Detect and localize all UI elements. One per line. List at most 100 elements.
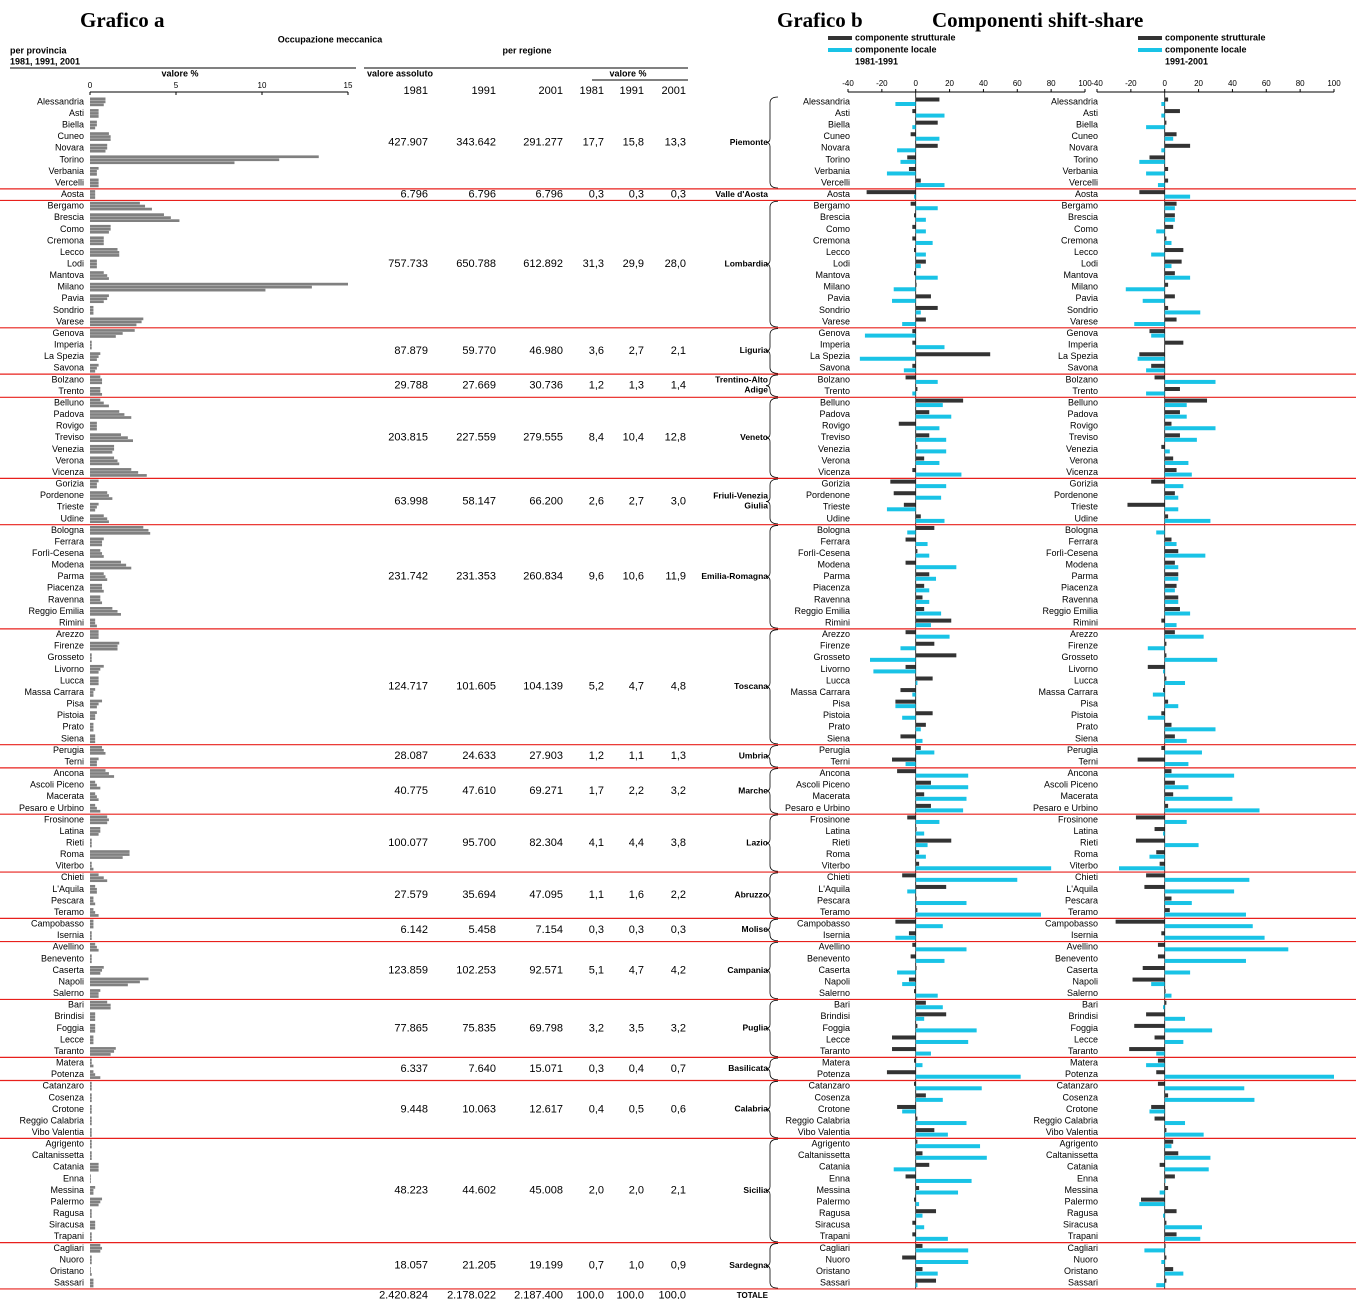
bar [1157, 954, 1165, 959]
bar [90, 1200, 101, 1204]
table-cell: 0,3 [589, 189, 604, 201]
bar [915, 1074, 1021, 1079]
bar [90, 390, 101, 393]
bar [1164, 1000, 1167, 1005]
bar [90, 792, 96, 795]
bar [905, 630, 916, 635]
bar [90, 308, 94, 312]
province-label: Ancona [1067, 768, 1098, 778]
table-cell: 427.907 [388, 136, 428, 148]
table-cell: 58.147 [462, 495, 496, 507]
bar [1151, 333, 1165, 338]
province-label: Pisa [66, 699, 84, 709]
table-cell: 1,0 [629, 1260, 644, 1272]
bar [915, 1116, 918, 1121]
province-label: Biella [62, 120, 84, 130]
bar [915, 136, 940, 141]
province-label: Catania [1067, 1162, 1098, 1172]
table-cell: 2.187.400 [514, 1290, 563, 1299]
bar [90, 236, 104, 240]
bar [915, 1225, 925, 1230]
table-cell: 102.253 [456, 964, 496, 976]
x-tick-label: -40 [1091, 79, 1103, 88]
bar [1164, 1093, 1169, 1098]
bar [90, 1035, 94, 1039]
bar [1164, 553, 1206, 558]
province-label: Alessandria [1051, 96, 1098, 106]
province-label: Pistoia [57, 710, 84, 720]
brace [765, 397, 779, 478]
bar [90, 653, 92, 657]
bar [90, 977, 149, 981]
bar [90, 896, 94, 900]
bar [90, 586, 103, 590]
bar [90, 479, 99, 483]
bar [1151, 1104, 1165, 1109]
province-label: Teramo [54, 907, 84, 917]
bar [915, 387, 918, 391]
bar [1164, 727, 1216, 732]
bar [1164, 194, 1191, 199]
bar [90, 1215, 92, 1218]
x-tick-label: -40 [842, 79, 854, 88]
bar [90, 1076, 101, 1079]
bar [90, 919, 94, 923]
bar [1141, 1197, 1165, 1202]
bar [1164, 657, 1218, 662]
region-label: Emilia-Romagna [701, 571, 768, 581]
table-cell: 231.742 [388, 571, 428, 583]
bar [90, 282, 348, 286]
province-label: Matera [822, 1058, 850, 1068]
table-cell: 1,7 [589, 785, 604, 797]
bar [1164, 549, 1179, 554]
province-label: Salerno [53, 988, 84, 998]
region-label: Sardegna [729, 1260, 768, 1270]
bar [90, 413, 125, 416]
province-label: Trento [1072, 386, 1098, 396]
bar [90, 332, 123, 335]
region-label: Veneto [740, 432, 768, 442]
province-label: Crotone [52, 1104, 84, 1114]
province-label: Modena [1065, 560, 1098, 570]
bar [1161, 618, 1165, 623]
brace [765, 768, 779, 814]
bar [90, 1116, 92, 1120]
province-label: La Spezia [1058, 351, 1098, 361]
province-label: Varese [822, 316, 850, 326]
province-label: Vicenza [1066, 467, 1098, 477]
bar [915, 866, 1052, 871]
bar [1159, 1190, 1165, 1195]
bar [902, 1109, 916, 1114]
province-label: Latina [825, 826, 850, 836]
bar [90, 1197, 103, 1201]
bar [90, 305, 94, 309]
bar [90, 1232, 92, 1236]
bar [90, 193, 96, 196]
bar [1157, 1081, 1165, 1086]
bar [1164, 201, 1177, 206]
bar [915, 901, 967, 906]
bar [90, 219, 180, 222]
bar [90, 948, 99, 952]
bar [90, 1165, 99, 1169]
province-label: Enna [829, 1173, 850, 1183]
bar [90, 508, 96, 512]
table-cell: 21.205 [462, 1260, 496, 1272]
province-label: Teramo [1068, 907, 1098, 917]
bar [90, 424, 97, 428]
bar [1164, 97, 1169, 102]
bar [905, 537, 916, 542]
province-label: Siena [61, 733, 84, 743]
bar [90, 624, 97, 628]
table-cell: 95.700 [462, 837, 496, 849]
province-label: Lodi [1081, 258, 1098, 268]
bar [915, 808, 964, 813]
province-label: Ancona [819, 768, 850, 778]
province-label: Genova [52, 328, 84, 338]
province-label: Siracusa [1063, 1220, 1098, 1230]
province-label: Vercelli [821, 177, 850, 187]
bar [1164, 340, 1184, 345]
bar [895, 102, 916, 106]
bar [90, 216, 171, 219]
bar [1157, 1058, 1165, 1063]
